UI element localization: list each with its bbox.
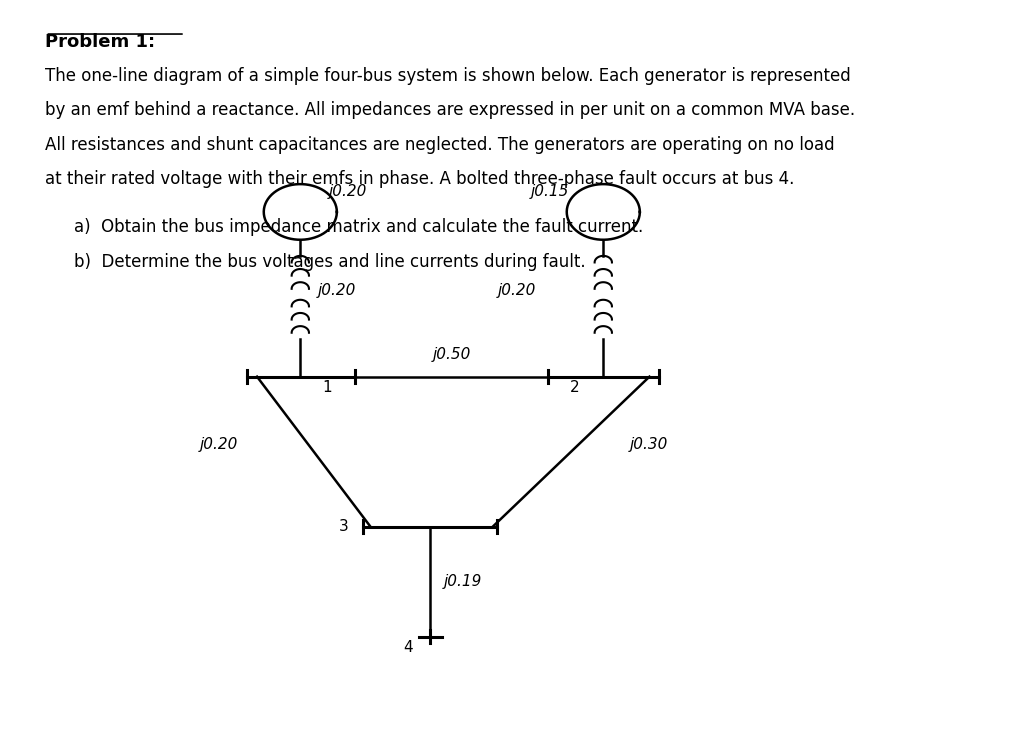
Text: b)  Determine the bus voltages and line currents during fault.: b) Determine the bus voltages and line c… [75, 253, 586, 271]
Text: Problem 1:: Problem 1: [45, 33, 156, 51]
Text: j0.50: j0.50 [432, 347, 471, 362]
Text: 2: 2 [569, 380, 580, 395]
Text: j0.19: j0.19 [443, 574, 482, 589]
Text: All resistances and shunt capacitances are neglected. The generators are operati: All resistances and shunt capacitances a… [45, 136, 835, 154]
Text: j0.20: j0.20 [329, 184, 368, 198]
Text: at their rated voltage with their emfs in phase. A bolted three-phase fault occu: at their rated voltage with their emfs i… [45, 170, 795, 188]
Text: by an emf behind a reactance. All impedances are expressed in per unit on a comm: by an emf behind a reactance. All impeda… [45, 101, 855, 119]
Text: The one-line diagram of a simple four-bus system is shown below. Each generator : The one-line diagram of a simple four-bu… [45, 67, 851, 85]
Text: a)  Obtain the bus impedance matrix and calculate the fault current.: a) Obtain the bus impedance matrix and c… [75, 218, 643, 236]
Text: j0.20: j0.20 [498, 283, 536, 298]
Text: j0.30: j0.30 [630, 437, 668, 452]
Text: 1: 1 [323, 380, 332, 395]
Text: 3: 3 [339, 519, 348, 534]
Text: 4: 4 [403, 640, 413, 655]
Text: j0.15: j0.15 [531, 184, 569, 198]
Text: j0.20: j0.20 [317, 283, 356, 298]
Text: j0.20: j0.20 [200, 437, 238, 452]
